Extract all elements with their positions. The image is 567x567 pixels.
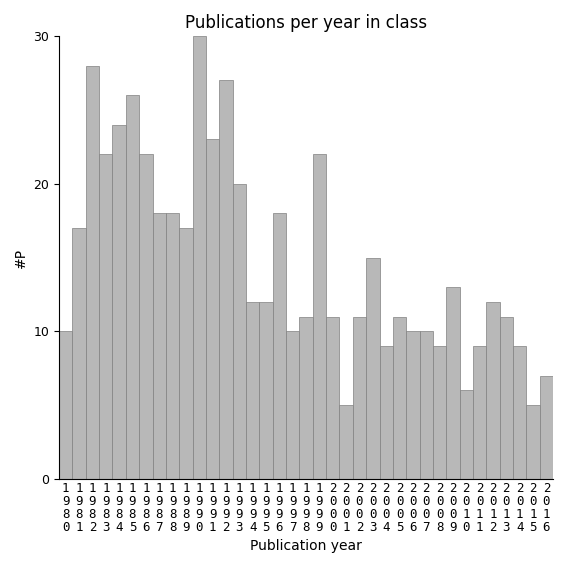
X-axis label: Publication year: Publication year	[250, 539, 362, 553]
Bar	[526, 405, 540, 479]
Bar	[460, 390, 473, 479]
Bar	[340, 405, 353, 479]
Bar	[393, 316, 406, 479]
Bar	[406, 331, 420, 479]
Bar	[86, 66, 99, 479]
Bar	[179, 228, 193, 479]
Bar	[166, 213, 179, 479]
Bar	[73, 228, 86, 479]
Bar	[513, 346, 526, 479]
Bar	[246, 302, 259, 479]
Bar	[206, 139, 219, 479]
Bar	[299, 316, 313, 479]
Bar	[99, 154, 112, 479]
Bar	[433, 346, 446, 479]
Bar	[540, 375, 553, 479]
Bar	[112, 125, 126, 479]
Bar	[473, 346, 486, 479]
Bar	[286, 331, 299, 479]
Bar	[353, 316, 366, 479]
Bar	[326, 316, 340, 479]
Bar	[59, 331, 73, 479]
Bar	[273, 213, 286, 479]
Bar	[259, 302, 273, 479]
Bar	[153, 213, 166, 479]
Bar	[139, 154, 153, 479]
Bar	[219, 81, 232, 479]
Y-axis label: #P: #P	[14, 247, 28, 268]
Bar	[420, 331, 433, 479]
Bar	[313, 154, 326, 479]
Bar	[232, 184, 246, 479]
Title: Publications per year in class: Publications per year in class	[185, 14, 427, 32]
Bar	[500, 316, 513, 479]
Bar	[379, 346, 393, 479]
Bar	[193, 36, 206, 479]
Bar	[126, 95, 139, 479]
Bar	[446, 287, 460, 479]
Bar	[366, 257, 379, 479]
Bar	[486, 302, 500, 479]
